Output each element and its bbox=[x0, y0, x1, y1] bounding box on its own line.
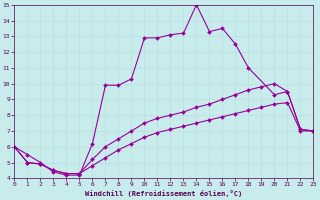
X-axis label: Windchill (Refroidissement éolien,°C): Windchill (Refroidissement éolien,°C) bbox=[85, 190, 243, 197]
